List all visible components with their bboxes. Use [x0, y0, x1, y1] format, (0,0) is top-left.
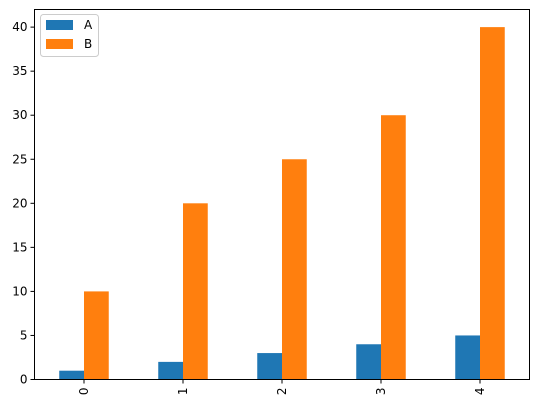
plot-frame — [34, 9, 530, 380]
y-tick-label: 30 — [12, 108, 27, 122]
bar-A-1 — [158, 361, 183, 380]
legend-swatch-A — [46, 20, 73, 30]
legend-label-A: A — [84, 18, 93, 32]
bar-A-2 — [257, 353, 282, 380]
bar-B-0 — [84, 291, 109, 380]
bar-B-1 — [183, 203, 208, 380]
y-tick-label: 15 — [12, 240, 27, 254]
y-tick-label: 25 — [12, 152, 27, 166]
bar-B-3 — [381, 115, 406, 380]
bars — [59, 27, 505, 380]
bar-B-4 — [480, 27, 505, 380]
bar-A-0 — [59, 370, 84, 380]
x-tick-label: 1 — [176, 388, 190, 396]
legend-label-B: B — [84, 37, 92, 51]
x-tick-label: 0 — [77, 388, 91, 396]
x-tick-label: 3 — [374, 388, 388, 396]
bar-A-4 — [455, 335, 480, 380]
y-tick-label: 0 — [20, 373, 28, 387]
legend: AB — [40, 14, 99, 57]
y-tick-label: 10 — [12, 284, 27, 298]
y-tick-label: 20 — [12, 196, 27, 210]
x-tick-label: 4 — [473, 388, 487, 396]
x-tick-label: 2 — [275, 388, 289, 396]
bar-B-2 — [282, 159, 307, 380]
y-tick-label: 5 — [20, 328, 28, 342]
x-axis: 0 1 2 3 4 — [77, 379, 487, 396]
legend-swatch-B — [46, 39, 73, 49]
y-tick-label: 40 — [12, 20, 27, 34]
y-axis: 0 5 10 15 20 25 30 35 40 — [12, 20, 35, 387]
y-tick-label: 35 — [12, 64, 27, 78]
bar-A-3 — [356, 344, 381, 380]
